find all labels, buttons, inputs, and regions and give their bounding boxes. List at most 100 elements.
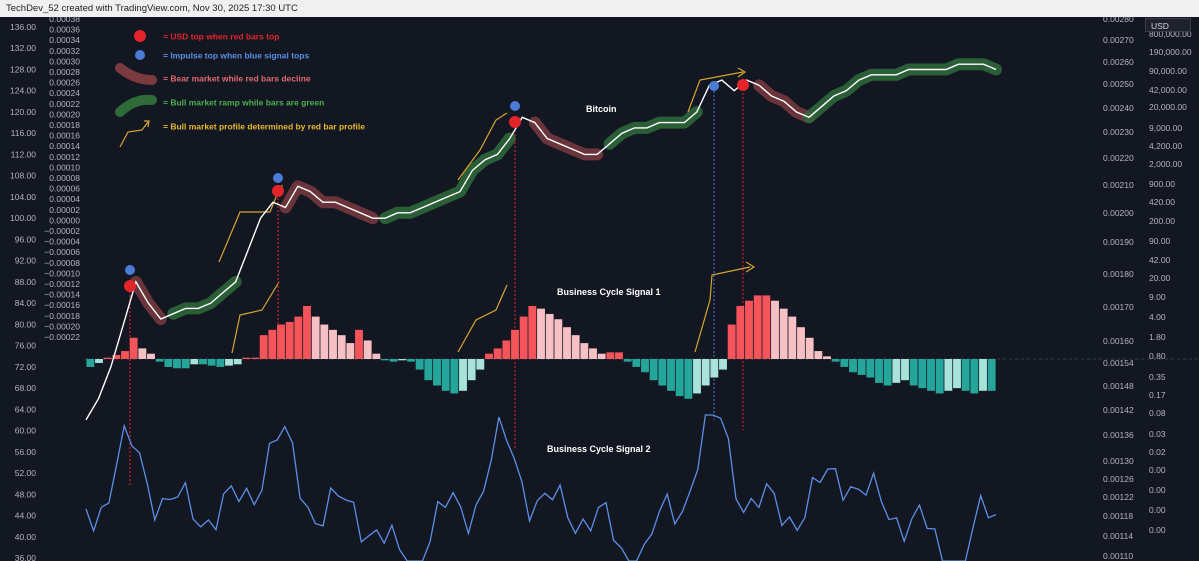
left-inner-tick: −0.00014 <box>44 290 80 300</box>
currency-badge[interactable]: USD <box>1145 18 1191 32</box>
signal1-bar <box>615 352 623 359</box>
usd-top-dot <box>737 79 749 91</box>
signal1-bar <box>207 359 216 366</box>
right-outer-tick: 4,200.00 <box>1149 141 1182 151</box>
bull-band <box>603 106 703 150</box>
signal1-bar <box>424 359 433 381</box>
top-markers <box>124 79 749 292</box>
signal1-bar <box>320 324 329 359</box>
left-outer-tick: 120.00 <box>10 107 36 117</box>
legend-label: = Bull market profile determined by red … <box>163 122 365 132</box>
signal1-bar <box>181 359 190 369</box>
signal1-bar <box>346 343 355 359</box>
right-inner-tick: 0.00190 <box>1103 237 1134 247</box>
signal1-bar <box>389 359 398 362</box>
signal1-bar <box>970 359 979 394</box>
right-outer-tick: 0.02 <box>1149 447 1166 457</box>
left-inner-tick: 0.00020 <box>49 109 80 119</box>
signal1-bar <box>86 359 95 367</box>
right-inner-tick: 0.00260 <box>1103 57 1134 67</box>
left-outer-tick: 56.00 <box>15 447 37 457</box>
signal1-bar <box>407 359 415 362</box>
left-outer-tick: 48.00 <box>15 489 37 499</box>
legend-label: = Bear market while red bars decline <box>163 74 311 84</box>
signal1-bar <box>415 359 424 370</box>
usd-top-dot <box>509 116 521 128</box>
right-inner-tick: 0.00118 <box>1103 511 1133 521</box>
signal1-bar <box>797 327 805 359</box>
right-outer-tick: 4.00 <box>1149 312 1166 322</box>
right-inner-tick: 0.00160 <box>1103 336 1134 346</box>
left-inner-tick: 0.00032 <box>49 46 80 56</box>
right-outer-tick: 420.00 <box>1149 197 1175 207</box>
signal1-bar <box>840 359 849 367</box>
left-outer-tick: 92.00 <box>15 256 37 266</box>
signal1-bar <box>753 295 762 359</box>
left-outer-tick: 80.00 <box>15 319 37 329</box>
legend-entry: = Bull market profile determined by red … <box>119 120 365 148</box>
usd-top-dot <box>272 185 284 197</box>
right-outer-tick: 2,000.00 <box>1149 159 1182 169</box>
left-outer-tick: 100.00 <box>10 213 36 223</box>
right-outer-tick: 90.00 <box>1149 236 1171 246</box>
signal1-bar <box>710 359 719 378</box>
right-inner-tick: 0.00250 <box>1103 79 1134 89</box>
legend-label: = Impulse top when blue signal tops <box>163 51 309 61</box>
signal1-bar <box>597 353 606 359</box>
profile-arrow <box>457 284 508 353</box>
right-inner-tick: 0.00200 <box>1103 208 1134 218</box>
chart-canvas[interactable]: = USD top when red bars top = Impulse top… <box>0 17 1199 561</box>
left-outer-tick: 36.00 <box>15 553 37 561</box>
signal1-bar <box>632 359 641 367</box>
impulse-top-dot <box>125 265 135 275</box>
signal1-bar <box>242 357 251 359</box>
right-inner-tick: 0.00230 <box>1103 127 1134 137</box>
left-outer-tick: 72.00 <box>15 362 37 372</box>
right-inner-tick: 0.00240 <box>1103 103 1134 113</box>
attribution-header: TechDev_52 created with TradingView.com,… <box>0 0 1199 17</box>
arrow-icon <box>119 120 150 148</box>
chart-annotation: Business Cycle Signal 1 <box>557 287 661 297</box>
left-inner-tick: −0.00018 <box>44 311 80 321</box>
signal2-path <box>85 414 997 561</box>
left-inner-tick: −0.00006 <box>44 247 80 257</box>
signal1-bar <box>563 327 571 359</box>
left-outer-tick: 108.00 <box>10 171 36 181</box>
signal1-bar <box>554 319 563 359</box>
signal1-bar <box>805 337 814 359</box>
chart-annotations: Bitcoin Business Cycle Signal 1 Business C… <box>547 104 661 454</box>
right-inner-tick: 0.00110 <box>1103 551 1133 561</box>
signal1-bar <box>727 324 736 359</box>
signal1-bar <box>667 359 675 391</box>
signal1-bar <box>95 359 103 363</box>
left-inner-tick: 0.00034 <box>49 35 80 45</box>
signal1-bar <box>866 359 875 378</box>
signal1-bar <box>502 340 511 359</box>
right-outer-tick: 20.00 <box>1149 273 1171 283</box>
signal1-bar <box>450 359 459 394</box>
left-inner-tick: −0.00002 <box>44 226 80 236</box>
chart-annotation: Business Cycle Signal 2 <box>547 444 651 454</box>
right-inner-tick: 0.00130 <box>1103 456 1134 466</box>
right-outer-tick: 0.03 <box>1149 429 1166 439</box>
signal1-bar <box>519 316 528 359</box>
profile-arrow <box>694 266 751 353</box>
signal1-bar <box>649 359 658 381</box>
usd-top-dot <box>124 280 136 292</box>
signal1-bar <box>623 359 632 362</box>
chart-annotation: Bitcoin <box>586 104 617 114</box>
signal1-bar <box>337 335 346 359</box>
signal1-bar <box>875 359 883 383</box>
signal1-bar <box>190 359 199 365</box>
right-outer-tick: 0.00 <box>1149 485 1166 495</box>
left-inner-tick: 0.00022 <box>49 99 80 109</box>
legend-entry: = Bear market while red bars decline <box>115 63 311 85</box>
signal1-bar <box>892 359 901 383</box>
signal1-bar <box>485 353 493 359</box>
signal1-bar <box>476 359 485 370</box>
profile-arrow <box>218 186 281 263</box>
left-outer-tick: 40.00 <box>15 532 37 542</box>
left-inner-tick: 0.00006 <box>49 184 80 194</box>
left-outer-tick: 128.00 <box>10 64 36 74</box>
left-outer-tick: 60.00 <box>15 426 37 436</box>
